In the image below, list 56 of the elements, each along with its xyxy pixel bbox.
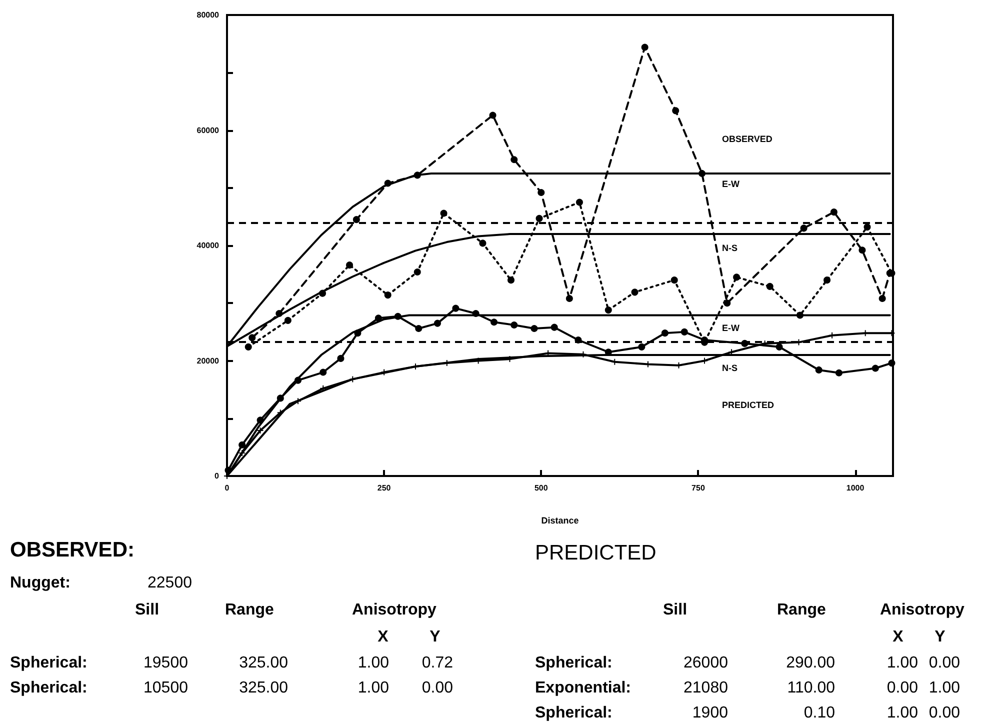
annotation: E-W (722, 323, 740, 333)
x-axis-title: Distance (541, 516, 579, 526)
x-tick-label: 500 (534, 484, 548, 492)
y-tick-label: 40000 (196, 241, 220, 250)
text: PREDICTED (535, 542, 656, 564)
text: 0.10 (804, 704, 836, 722)
x-tick-label: 0 (224, 484, 230, 492)
text: 0.00 (886, 680, 918, 696)
text: 0.72 (422, 654, 454, 672)
text: 10500 (144, 680, 188, 696)
text: Spherical: (10, 654, 88, 672)
text: 110.00 (787, 680, 836, 696)
text: Anisotropy (880, 602, 965, 618)
text: Y (430, 628, 441, 646)
text: Y (934, 628, 946, 646)
text: Nugget: (10, 574, 70, 592)
text: 1.00 (928, 680, 960, 696)
text: X (378, 628, 389, 646)
text: OBSERVED: (10, 538, 134, 562)
text: 0.00 (928, 704, 960, 722)
text: 26000 (684, 654, 728, 672)
text: Exponential: (535, 680, 632, 696)
y-tick-label: 80000 (196, 10, 220, 20)
text: X (892, 628, 904, 646)
text: Spherical: (10, 680, 88, 696)
x-tick-label: 750 (692, 484, 706, 492)
text: 1.00 (358, 680, 390, 696)
text: Spherical: (535, 654, 612, 672)
text: 22500 (148, 574, 192, 592)
annotation: N-S (722, 243, 738, 253)
text: Range (777, 602, 826, 618)
text: 0.00 (928, 654, 960, 672)
annotation: E-W (722, 179, 740, 189)
text: 0.00 (422, 680, 454, 696)
text: 290.00 (786, 654, 836, 672)
text: Sill (663, 602, 688, 618)
text: Spherical: (535, 704, 612, 722)
x-tick-label: 1000 (846, 484, 865, 492)
text: 325.00 (239, 654, 288, 672)
text: Anisotropy (352, 602, 437, 618)
y-tick-label: 0 (214, 472, 220, 480)
y-tick-label: 20000 (196, 356, 220, 366)
text: 1.00 (886, 654, 918, 672)
text: 19500 (144, 654, 188, 672)
text: Sill (135, 602, 160, 618)
y-tick-label: 60000 (196, 126, 220, 135)
annotation: PREDICTED (722, 400, 775, 410)
x-tick-label: 250 (377, 484, 392, 492)
annotation: OBSERVED (722, 134, 773, 144)
text: 1.00 (886, 704, 918, 722)
text: 325.00 (239, 680, 288, 696)
text: 21080 (684, 680, 728, 696)
text: 1.00 (358, 654, 390, 672)
text: 1900 (692, 704, 728, 722)
text: Range (225, 602, 274, 618)
annotation: N-S (722, 363, 738, 373)
